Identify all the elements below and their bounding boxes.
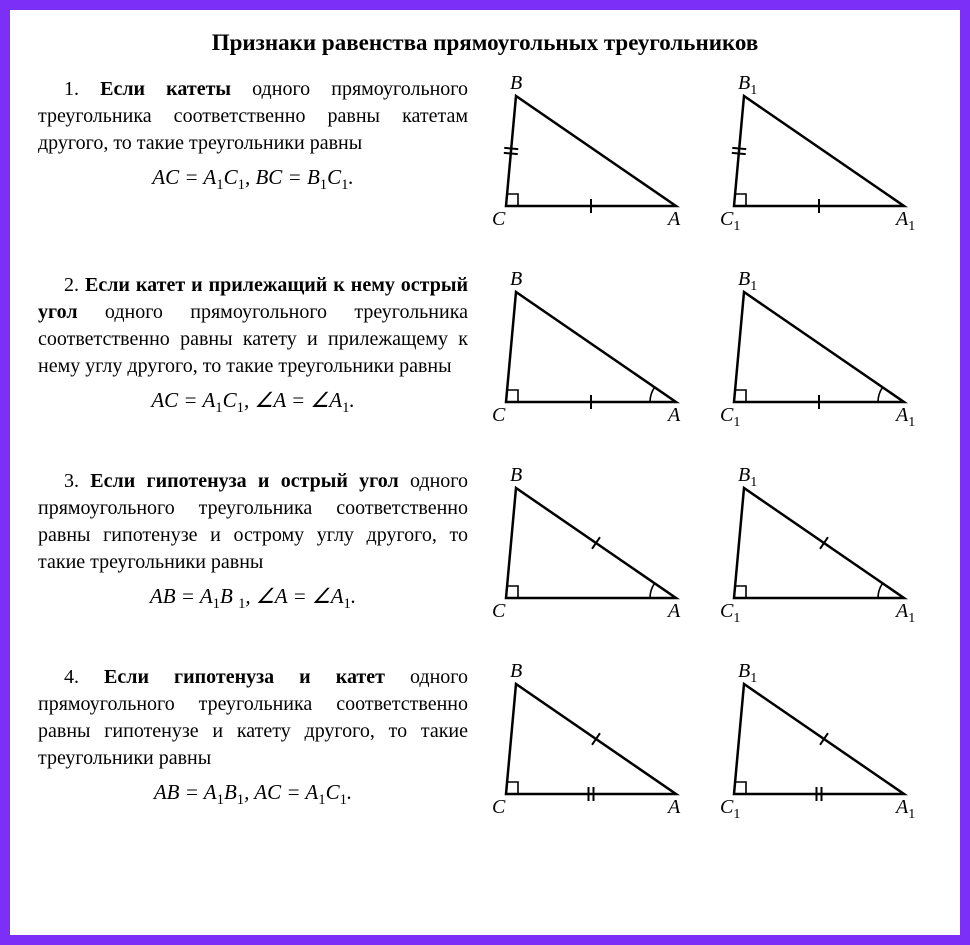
theorem-paragraph: 3. Если гипотенуза и острый угол одного … [38, 468, 468, 576]
theorem-row: 2. Если катет и прилежащий к нему острый… [38, 272, 932, 442]
page: Признаки равенства прямоугольных треугол… [10, 10, 960, 935]
vertex-label: A [668, 404, 680, 427]
theorem-formula: AC = A1C1, BC = B1C1. [38, 163, 468, 196]
vertex-label: B [510, 660, 522, 683]
theorem-row: 3. Если гипотенуза и острый угол одного … [38, 468, 932, 638]
theorem-text: 3. Если гипотенуза и острый угол одного … [38, 468, 478, 615]
vertex-label: C1 [720, 796, 740, 823]
vertex-label: A1 [896, 600, 915, 627]
theorem-text: 2. Если катет и прилежащий к нему острый… [38, 272, 478, 419]
vertex-label: B1 [738, 660, 757, 687]
vertex-label: C [492, 208, 505, 231]
diagram-column: B C A B1 C1 A1 [478, 664, 932, 834]
vertex-label: A [668, 796, 680, 819]
vertex-label: A1 [896, 404, 915, 431]
page-title: Признаки равенства прямоугольных треугол… [38, 30, 932, 56]
triangle-diagram: B C A [486, 468, 696, 638]
triangle-diagram: B C A [486, 76, 696, 246]
triangle-diagram: B1 C1 A1 [714, 76, 924, 246]
vertex-label: A1 [896, 208, 915, 235]
vertex-label: B1 [738, 464, 757, 491]
vertex-label: B [510, 268, 522, 291]
vertex-label: C1 [720, 208, 740, 235]
triangle-diagram: B C A [486, 272, 696, 442]
content-rows: 1. Если катеты одного прямоуголь­ного тр… [38, 76, 932, 834]
vertex-label: B [510, 72, 522, 95]
theorem-paragraph: 1. Если катеты одного прямоуголь­ного тр… [38, 76, 468, 157]
triangle-diagram: B1 C1 A1 [714, 468, 924, 638]
vertex-label: A [668, 600, 680, 623]
theorem-formula: AB = A1B1, AC = A1C1. [38, 778, 468, 811]
theorem-row: 1. Если катеты одного прямоуголь­ного тр… [38, 76, 932, 246]
theorem-formula: AC = A1C1, ∠A = ∠A1. [38, 386, 468, 419]
theorem-formula: AB = A1B 1, ∠A = ∠A1. [38, 582, 468, 615]
theorem-text: 1. Если катеты одного прямоуголь­ного тр… [38, 76, 478, 196]
vertex-label: C [492, 600, 505, 623]
theorem-text: 4. Если гипотенуза и катет одного прямоу… [38, 664, 478, 811]
theorem-paragraph: 4. Если гипотенуза и катет одного прямоу… [38, 664, 468, 772]
diagram-column: B C A B1 C1 A1 [478, 468, 932, 638]
vertex-label: C [492, 796, 505, 819]
vertex-label: B [510, 464, 522, 487]
triangle-diagram: B1 C1 A1 [714, 272, 924, 442]
diagram-column: B C A B1 C1 A1 [478, 76, 932, 246]
theorem-paragraph: 2. Если катет и прилежащий к нему острый… [38, 272, 468, 380]
vertex-label: C1 [720, 600, 740, 627]
theorem-row: 4. Если гипотенуза и катет одного прямоу… [38, 664, 932, 834]
triangle-diagram: B C A [486, 664, 696, 834]
vertex-label: A1 [896, 796, 915, 823]
vertex-label: C1 [720, 404, 740, 431]
vertex-label: B1 [738, 72, 757, 99]
vertex-label: B1 [738, 268, 757, 295]
vertex-label: A [668, 208, 680, 231]
diagram-column: B C A B1 C1 A1 [478, 272, 932, 442]
vertex-label: C [492, 404, 505, 427]
triangle-diagram: B1 C1 A1 [714, 664, 924, 834]
